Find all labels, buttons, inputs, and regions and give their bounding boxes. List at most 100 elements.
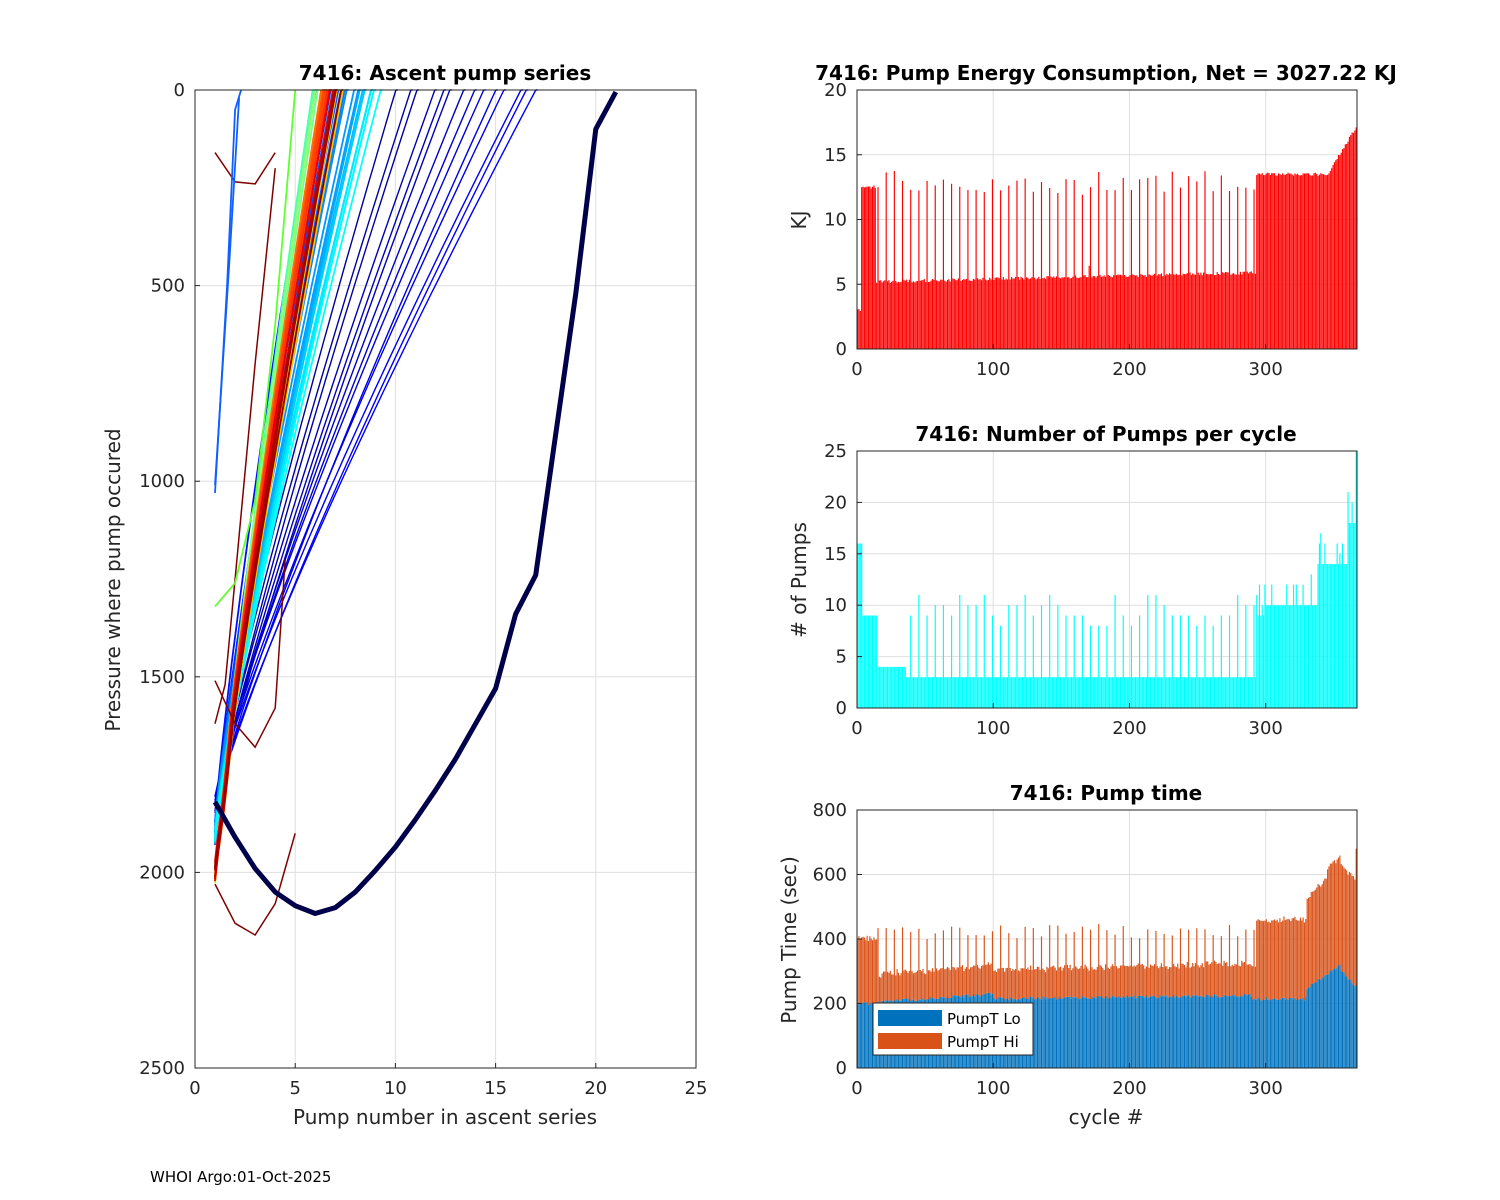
pumptime-hi-bar bbox=[985, 964, 987, 994]
energy-bar bbox=[1168, 273, 1171, 349]
npumps-bar bbox=[1276, 605, 1278, 708]
pumptime-hi-bar bbox=[1092, 969, 1094, 998]
energy-bar bbox=[927, 281, 929, 349]
energy-bar bbox=[1253, 189, 1255, 349]
energy-bar bbox=[1203, 272, 1205, 349]
pumptime-lo-bar bbox=[1351, 983, 1353, 1068]
npumps-bar bbox=[1223, 677, 1225, 708]
pumptime-hi-bar bbox=[1083, 968, 1085, 998]
pumptime-lo-bar bbox=[1252, 999, 1254, 1068]
pumptime-hi-bar bbox=[1310, 891, 1312, 984]
y-tick-label: 0 bbox=[836, 1058, 847, 1079]
energy-bar bbox=[1115, 275, 1118, 349]
pumptime-hi-bar bbox=[1117, 968, 1119, 997]
npumps-bar bbox=[1336, 543, 1338, 708]
pumptime-hi-bar bbox=[1095, 969, 1097, 999]
pumptime-lo-bar bbox=[1354, 986, 1356, 1068]
npumps-bar bbox=[989, 677, 991, 708]
npumps-bar bbox=[1095, 677, 1097, 708]
npumps-bar bbox=[1313, 605, 1315, 708]
npumps-bar bbox=[1303, 605, 1306, 708]
npumps-bar bbox=[1173, 677, 1175, 708]
pumptime-hi-bar bbox=[941, 968, 943, 997]
npumps-bar bbox=[1243, 677, 1246, 708]
npumps-bar bbox=[1335, 564, 1337, 708]
energy-bar bbox=[1080, 277, 1082, 349]
npumps-bar bbox=[1175, 677, 1177, 708]
pumptime-lo-bar bbox=[869, 1003, 871, 1068]
energy-bar bbox=[1318, 174, 1321, 349]
npumps-bar bbox=[1235, 677, 1237, 708]
pumptime-lo-bar bbox=[1181, 996, 1183, 1068]
npumps-bar bbox=[1181, 677, 1183, 708]
pumptime-lo-bar bbox=[1303, 1000, 1306, 1068]
energy-bar bbox=[1258, 173, 1261, 349]
energy-bar bbox=[1313, 173, 1315, 349]
npumps-bar bbox=[1025, 677, 1028, 708]
energy-bar bbox=[953, 278, 955, 349]
energy-bar bbox=[963, 278, 965, 349]
energy-bar bbox=[1344, 144, 1346, 349]
y-tick-label: 0 bbox=[836, 339, 847, 360]
pumptime-hi-bar bbox=[986, 964, 988, 993]
pumptime-hi-bar bbox=[1151, 965, 1153, 996]
energy-bar bbox=[908, 279, 910, 349]
pumptime-hi-bar bbox=[1294, 916, 1296, 998]
pumptime-hi-bar bbox=[1283, 916, 1285, 998]
energy-bar bbox=[903, 279, 905, 349]
energy-bar bbox=[857, 309, 859, 349]
energy-bar bbox=[1305, 173, 1307, 349]
energy-bar bbox=[1295, 174, 1297, 349]
npumps-bar bbox=[952, 677, 954, 708]
pumptime-hi-bar bbox=[1336, 859, 1338, 968]
pumptime-hi-bar bbox=[1132, 966, 1134, 997]
pumptime-hi-bar bbox=[1347, 874, 1349, 980]
energy-bar bbox=[991, 179, 994, 349]
npumps-bar bbox=[1128, 677, 1130, 708]
energy-bar bbox=[1287, 172, 1289, 349]
pumptime-lo-bar bbox=[1064, 997, 1066, 1068]
pumptime-hi-bar bbox=[1193, 966, 1195, 996]
energy-bar bbox=[1005, 278, 1007, 349]
pumptime-hi-bar bbox=[1192, 962, 1194, 996]
energy-bar bbox=[915, 281, 917, 349]
pumptime-hi-bar bbox=[886, 971, 889, 1002]
pumptime-hi-bar bbox=[1070, 970, 1073, 999]
energy-bar bbox=[1148, 274, 1150, 349]
energy-bar bbox=[921, 280, 923, 349]
pumptime-lo-bar bbox=[1211, 995, 1213, 1068]
energy-bar bbox=[945, 281, 947, 349]
pumptime-hi-bar bbox=[896, 969, 898, 999]
npumps-bar bbox=[912, 677, 915, 708]
energy-bar bbox=[1103, 275, 1105, 349]
pumptime-lo-bar bbox=[1183, 995, 1186, 1068]
npumps-bar bbox=[1139, 615, 1141, 708]
pumptime-lo-bar bbox=[1126, 995, 1128, 1068]
pumptime-hi-bar bbox=[891, 974, 893, 1003]
energy-bar bbox=[919, 280, 921, 349]
pumptime-hi-bar bbox=[1015, 968, 1017, 1000]
pumptime-hi-bar bbox=[1305, 919, 1307, 998]
pumptime-lo-bar bbox=[1137, 995, 1139, 1068]
pumptime-hi-bar bbox=[880, 977, 882, 1003]
pumptime-hi-bar bbox=[1335, 863, 1337, 970]
npumps-bar bbox=[866, 615, 868, 708]
pumptime-hi-bar bbox=[1114, 934, 1116, 997]
energy-bar bbox=[1211, 274, 1213, 349]
pumptime-lo-bar bbox=[1246, 995, 1248, 1068]
npumps-bar bbox=[1047, 677, 1049, 708]
pumptime-lo-bar bbox=[1248, 994, 1250, 1068]
energy-bar bbox=[1100, 276, 1103, 349]
pumptime-hi-bar bbox=[1147, 929, 1149, 998]
pumptime-hi-bar bbox=[912, 973, 915, 1000]
energy-bar bbox=[1200, 272, 1202, 349]
pumptime-lo-bar bbox=[1309, 987, 1311, 1068]
pumptime-hi-bar bbox=[1196, 928, 1198, 996]
pumptime-lo-bar bbox=[1114, 996, 1116, 1068]
npumps-bar bbox=[901, 666, 904, 708]
npumps-bar bbox=[1283, 605, 1285, 708]
pumptime-hi-bar bbox=[1152, 965, 1154, 996]
energy-bar bbox=[1336, 158, 1338, 349]
npumps-bar bbox=[899, 666, 901, 708]
npumps-bar bbox=[1130, 625, 1132, 708]
